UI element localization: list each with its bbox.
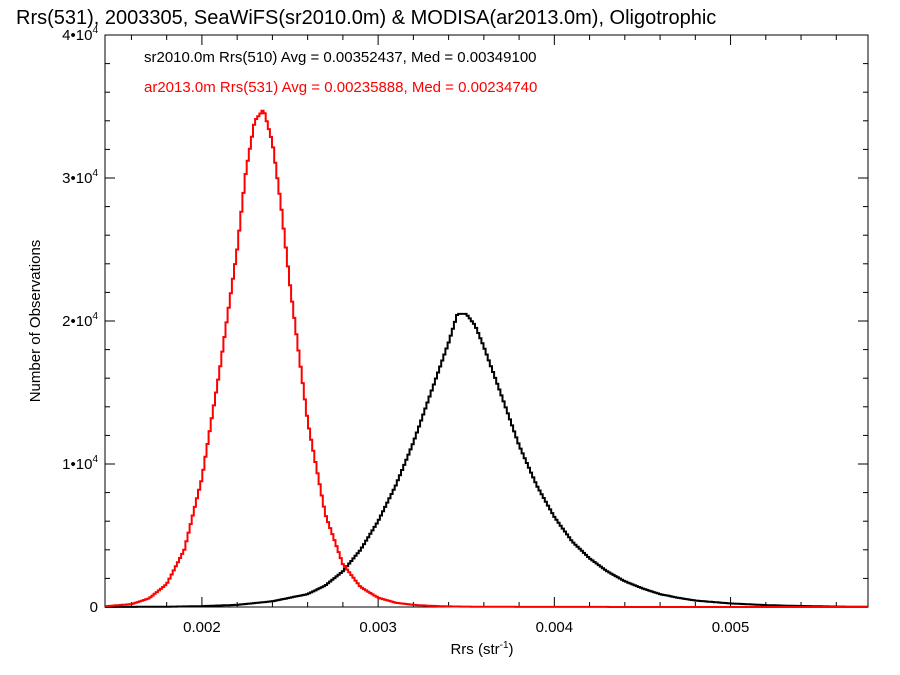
x-tick-label: 0.004 [536, 619, 574, 636]
x-tick-label: 0.003 [359, 619, 397, 636]
x-axis-label-main: Rrs (str [450, 641, 499, 658]
y-tick-label: 4•104 [62, 25, 98, 44]
y-axis-label: Number of Observations [27, 240, 44, 403]
series-layer [105, 109, 868, 608]
plot-frame [104, 34, 869, 608]
y-tick-label: 2•104 [62, 311, 98, 330]
series-line-1 [105, 109, 868, 608]
legend: sr2010.0m Rrs(510) Avg = 0.00352437, Med… [144, 49, 537, 96]
x-axis-label-sup: -1 [500, 640, 509, 651]
x-axis-label: Rrs (str-1) [450, 640, 513, 658]
x-axis-label-end: ) [509, 641, 514, 658]
chart-title: Rrs(531), 2003305, SeaWiFS(sr2010.0m) & … [16, 7, 716, 29]
x-tick-label: 0.005 [712, 619, 750, 636]
y-tick-label: 1•104 [62, 454, 98, 473]
y-tick-label: 0 [90, 599, 98, 616]
legend-entry-sr2010: sr2010.0m Rrs(510) Avg = 0.00352437, Med… [144, 49, 537, 66]
y-axis-ticks: 0 1•104 2•104 3•104 4•104 [62, 25, 868, 616]
x-axis-ticks: 0.002 0.003 0.004 0.005 [130, 35, 837, 636]
series-line-0 [105, 312, 868, 608]
y-tick-label: 3•104 [62, 168, 98, 187]
legend-entry-ar2013: ar2013.0m Rrs(531) Avg = 0.00235888, Med… [144, 79, 537, 96]
x-tick-label: 0.002 [183, 619, 221, 636]
